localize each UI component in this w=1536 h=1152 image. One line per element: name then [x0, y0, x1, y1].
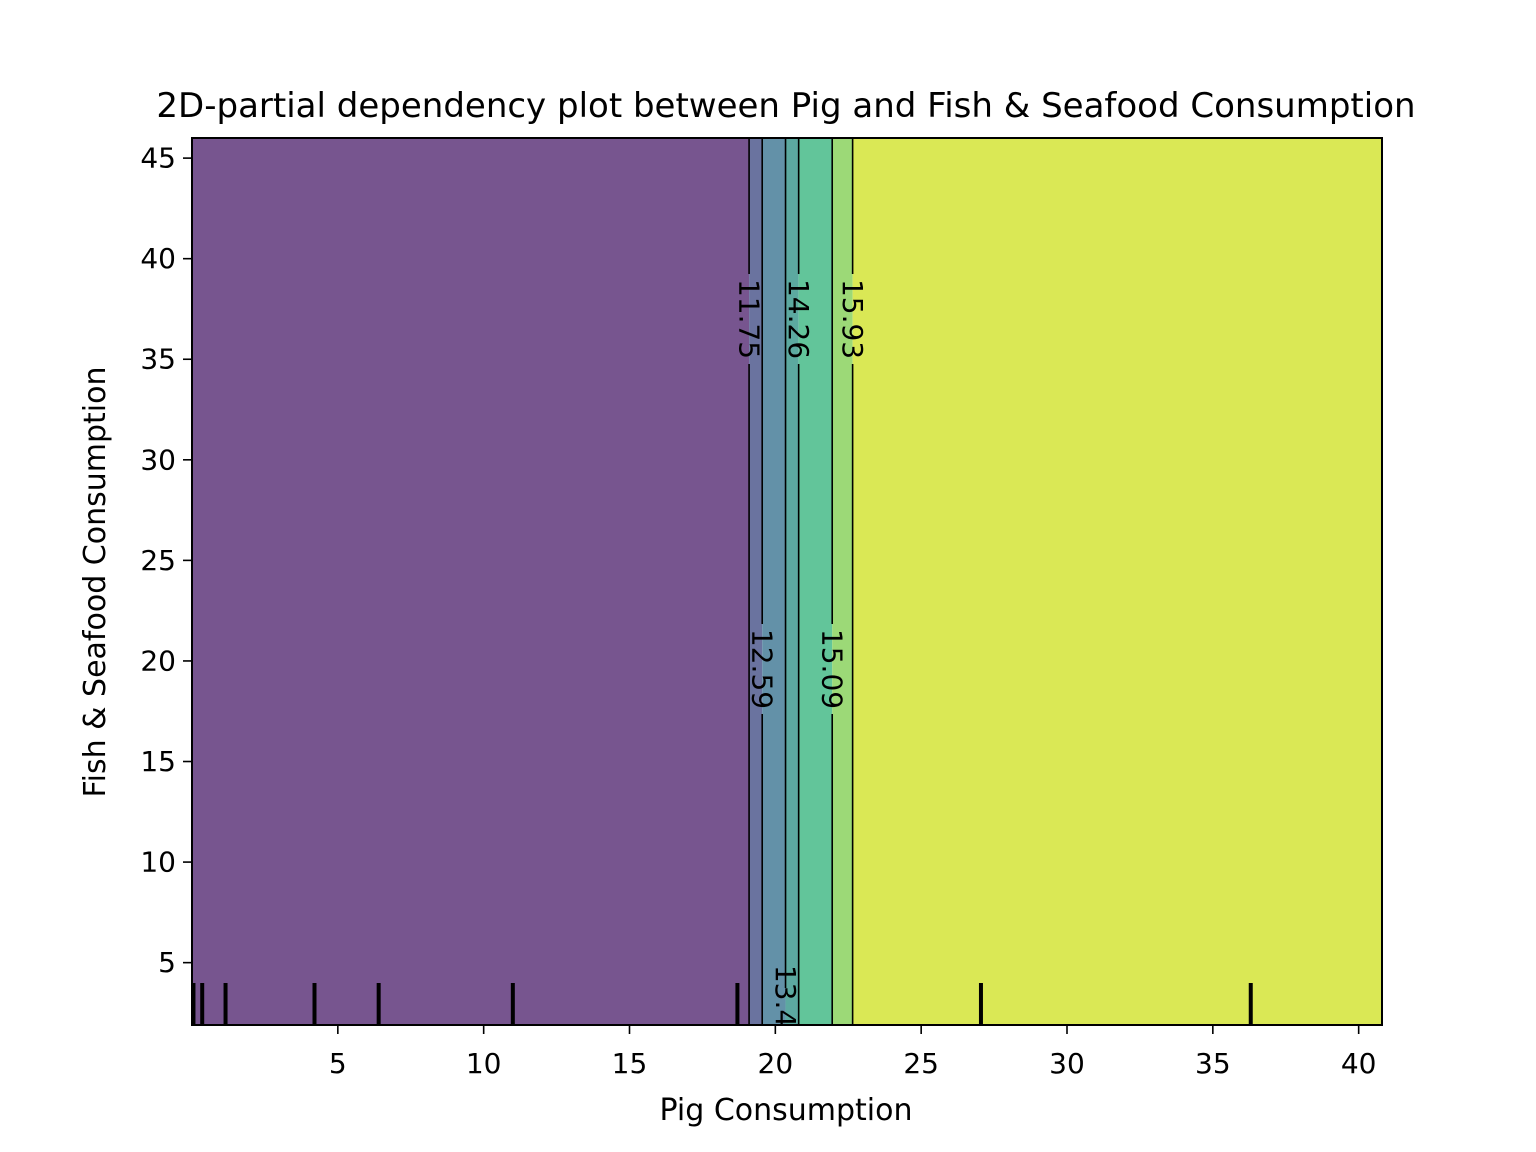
x-tick-label-0: 5	[329, 1047, 347, 1080]
y-tick-label-1: 10	[140, 846, 176, 879]
contour-band-6	[852, 138, 1382, 1025]
y-tick-label-8: 45	[140, 142, 176, 175]
contour-label-2: 13.4	[769, 965, 802, 1027]
y-axis-label: Fish & Seafood Consumption	[78, 367, 113, 798]
x-tick-label-6: 35	[1195, 1047, 1231, 1080]
x-tick-label-2: 15	[612, 1047, 648, 1080]
contour-label-4: 15.09	[816, 629, 849, 709]
y-tick-label-7: 40	[140, 242, 176, 275]
x-tick-label-4: 25	[903, 1047, 939, 1080]
y-tick-label-4: 25	[140, 544, 176, 577]
x-tick-label-7: 40	[1341, 1047, 1377, 1080]
x-tick-label-3: 20	[758, 1047, 794, 1080]
contour-label-1: 12.59	[746, 629, 779, 709]
y-tick-label-0: 5	[158, 946, 176, 979]
y-tick-label-2: 15	[140, 745, 176, 778]
contour-label-5: 15.93	[836, 279, 869, 359]
contour-band-0	[192, 138, 750, 1025]
y-tick-label-3: 20	[140, 644, 176, 677]
plot-area: 11.75 12.59 13.4 14.26 15.09 15.93 5 10 15 20 25 30…	[140, 137, 1383, 1080]
contour-band-4	[798, 138, 833, 1025]
y-tick-label-6: 35	[140, 343, 176, 376]
contour-band-1	[749, 138, 763, 1025]
x-tick-label-5: 30	[1049, 1047, 1085, 1080]
chart-title: 2D-partial dependency plot between Pig a…	[156, 86, 1415, 126]
contour-band-3	[785, 138, 799, 1025]
x-tick-label-1: 10	[466, 1047, 502, 1080]
axes-frame	[191, 137, 1383, 1026]
contour-label-0: 11.75	[733, 279, 766, 359]
x-axis-label: Pig Consumption	[659, 1093, 912, 1128]
contour-band-5	[832, 138, 853, 1025]
y-tick-label-5: 30	[140, 443, 176, 476]
contour-label-3: 14.26	[782, 279, 815, 359]
contour-band-2	[762, 138, 786, 1025]
